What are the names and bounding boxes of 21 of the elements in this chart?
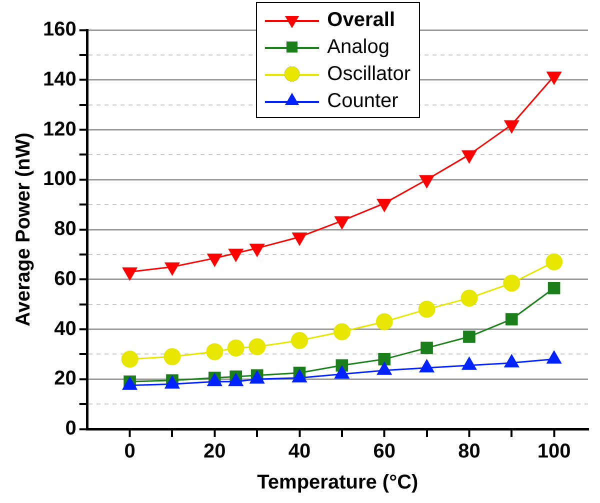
y-tick-label: 120 bbox=[42, 118, 76, 140]
y-tick-label: 80 bbox=[54, 218, 76, 240]
x-axis-title: Temperature (°C) bbox=[257, 472, 418, 494]
y-tick-label: 40 bbox=[54, 318, 76, 340]
x-tick-label: 20 bbox=[204, 440, 226, 463]
y-tick-label: 20 bbox=[54, 368, 76, 390]
legend-label: Overall bbox=[327, 8, 395, 33]
legend-label: Counter bbox=[327, 89, 398, 114]
y-axis-title: Average Power (nW) bbox=[12, 132, 35, 326]
x-tick-label: 0 bbox=[124, 440, 136, 463]
y-tick-label: 140 bbox=[42, 68, 76, 90]
y-tick-label: 160 bbox=[42, 18, 76, 41]
y-tick-label: 100 bbox=[42, 168, 76, 190]
x-tick-label: 100 bbox=[537, 440, 571, 463]
x-tick-label: 40 bbox=[288, 440, 311, 463]
legend-label: Analog bbox=[327, 35, 390, 60]
y-tick-label: 60 bbox=[54, 268, 76, 290]
legend-label: Oscillator bbox=[327, 62, 411, 87]
y-tick-label: 0 bbox=[65, 418, 76, 440]
x-tick-label: 80 bbox=[458, 440, 480, 463]
x-tick-label: 60 bbox=[373, 440, 396, 463]
